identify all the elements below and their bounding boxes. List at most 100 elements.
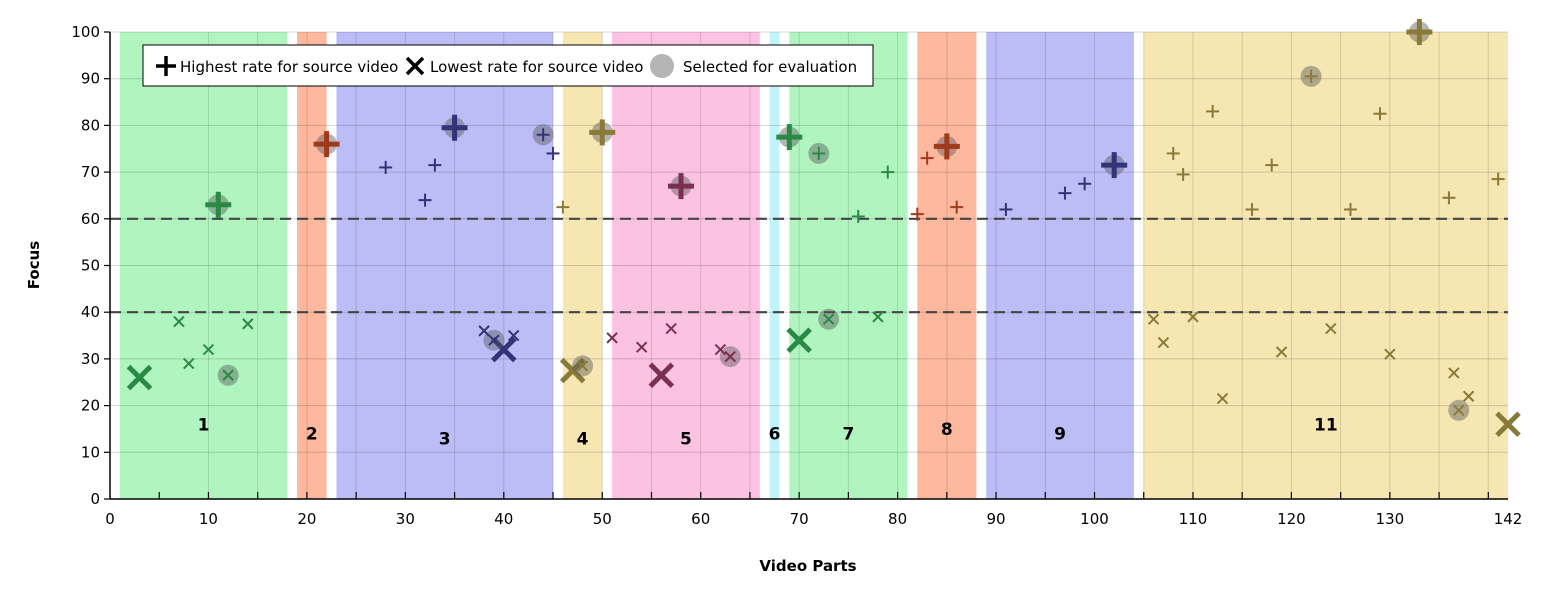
x-tick-label: 10	[199, 510, 218, 528]
highest-rate-marker	[1101, 152, 1128, 179]
x-marker	[202, 343, 215, 356]
x-marker	[1462, 390, 1475, 402]
x-marker	[488, 334, 500, 346]
highest-rate-marker	[313, 131, 340, 158]
highest-rate-marker	[933, 133, 960, 160]
plus-marker	[920, 151, 934, 165]
plus-marker	[1166, 146, 1180, 160]
x-marker	[822, 313, 835, 325]
lowest-rate-marker	[126, 364, 153, 391]
x-marker	[1157, 336, 1170, 349]
plus-marker	[556, 200, 570, 214]
y-tick-label: 0	[90, 490, 100, 508]
plus-marker	[546, 146, 560, 160]
x-tick-label: 130	[1376, 510, 1405, 528]
band-4	[562, 32, 603, 499]
legend-x-icon	[405, 56, 425, 76]
plus-marker	[1265, 158, 1279, 172]
x-marker	[242, 318, 254, 330]
x-marker	[222, 369, 234, 381]
points-layer	[126, 19, 1521, 438]
x-marker	[1325, 322, 1337, 335]
x-tick-label: 40	[494, 510, 513, 528]
plus-marker	[1442, 191, 1456, 205]
y-tick-label: 50	[81, 257, 100, 275]
x-marker	[635, 341, 648, 353]
x-marker	[183, 357, 195, 370]
lowest-rate-marker	[1495, 411, 1521, 438]
plus-marker	[950, 200, 964, 214]
plus-marker	[418, 193, 432, 207]
x-marker	[1275, 346, 1288, 358]
plus-marker	[1491, 172, 1505, 186]
plus-marker	[999, 202, 1013, 216]
plus-marker	[1343, 202, 1357, 216]
highest-rate-marker	[205, 191, 232, 218]
plus-marker	[428, 158, 442, 172]
highest-rate-marker	[589, 119, 616, 146]
legend-label: Highest rate for source video	[180, 58, 398, 76]
highest-rate-marker	[441, 114, 468, 141]
y-tick-label: 100	[71, 23, 100, 41]
plus-marker	[1373, 107, 1387, 121]
x-marker	[1384, 348, 1396, 360]
x-marker	[714, 343, 727, 356]
x-tick-label: 50	[593, 510, 612, 528]
x-tick-label: 80	[888, 510, 907, 528]
band-label-5: 5	[680, 429, 692, 449]
x-marker	[1216, 392, 1229, 405]
highest-rate-marker	[1406, 19, 1433, 45]
x-axis-title: Video Parts	[759, 557, 856, 575]
band-label-4: 4	[577, 429, 589, 449]
band-label-2: 2	[306, 425, 318, 445]
x-marker	[173, 315, 185, 328]
plus-marker	[1176, 167, 1190, 181]
band-label-7: 7	[842, 425, 854, 445]
x-tick-label: 30	[396, 510, 415, 528]
x-marker	[478, 325, 490, 337]
axes-layer: 0 10 20 30 40 50 60 70 80 90 100 110 120 130 142010203…	[71, 23, 1522, 528]
band-label-6: 6	[769, 425, 781, 445]
band-8	[917, 32, 977, 499]
x-marker	[724, 350, 736, 363]
highest-rate-marker	[668, 173, 695, 200]
band-6	[769, 32, 780, 499]
plus-marker	[1058, 186, 1072, 200]
threshold-layer	[110, 217, 1508, 314]
y-tick-label: 60	[81, 210, 100, 228]
legend: Highest rate for source video Lowest rate…	[142, 44, 874, 87]
plus-marker	[1078, 177, 1092, 191]
x-tick-label: 20	[297, 510, 316, 528]
band-7	[789, 32, 908, 499]
band-1	[119, 32, 288, 499]
plus-marker	[379, 160, 393, 174]
band-label-9: 9	[1054, 425, 1066, 445]
band-label-8: 8	[941, 420, 953, 440]
y-tick-label: 20	[81, 397, 100, 415]
x-tick-label: 120	[1277, 510, 1306, 528]
plus-marker	[1245, 202, 1259, 216]
x-tick-label: 142	[1494, 510, 1523, 528]
y-tick-label: 30	[81, 350, 100, 368]
band-label-1: 1	[198, 415, 210, 435]
x-marker	[507, 329, 520, 342]
legend-circle-icon	[650, 54, 674, 78]
band-layer	[119, 32, 1508, 499]
x-marker	[1187, 311, 1199, 323]
x-marker	[606, 332, 618, 344]
x-marker	[1453, 404, 1465, 416]
x-marker	[576, 360, 589, 372]
x-tick-label: 110	[1179, 510, 1208, 528]
band-label-layer: 1 2 3 4 5 6 7 8 9 11	[198, 415, 1338, 449]
plus-marker	[536, 128, 550, 142]
plus-marker	[812, 146, 826, 160]
plus-marker	[851, 209, 865, 223]
x-tick-label: 0	[105, 510, 115, 528]
y-tick-label: 70	[81, 163, 100, 181]
highest-rate-marker	[776, 124, 803, 151]
y-tick-label: 40	[81, 303, 100, 321]
x-tick-label: 60	[691, 510, 710, 528]
band-9	[986, 32, 1134, 499]
x-marker	[1147, 313, 1160, 325]
